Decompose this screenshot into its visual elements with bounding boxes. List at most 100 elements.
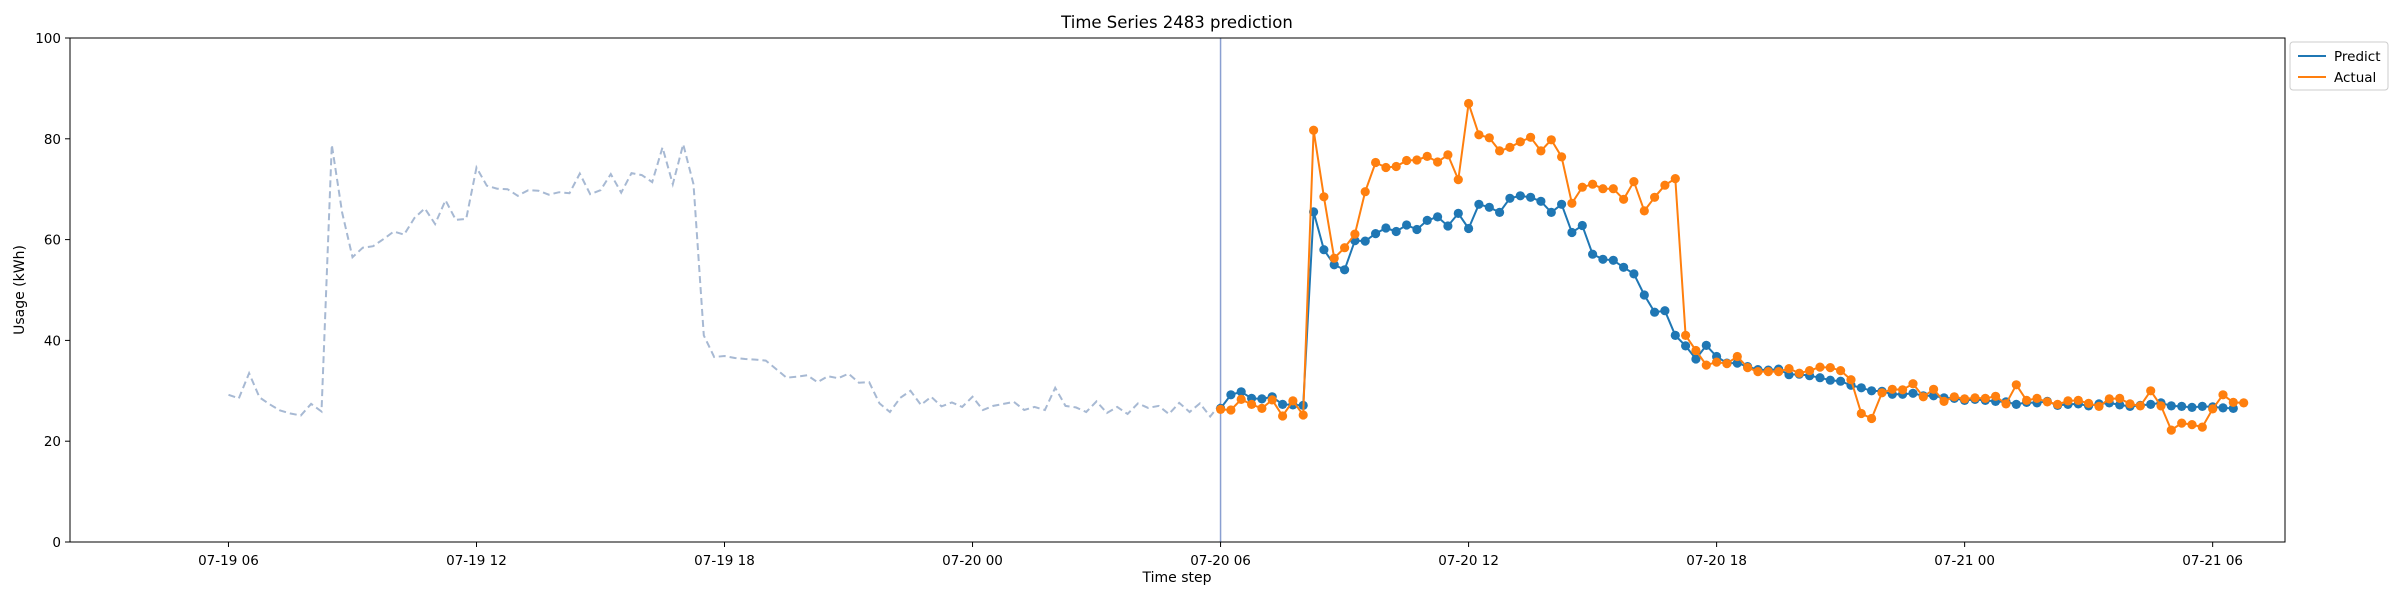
- data-point-predict: [1825, 375, 1835, 385]
- data-point-actual: [1267, 395, 1277, 405]
- data-point-actual: [2001, 399, 2011, 409]
- data-point-actual: [1639, 206, 1649, 216]
- data-point-predict: [2011, 399, 2021, 409]
- data-point-actual: [2146, 386, 2156, 396]
- x-tick-label: 07-20 18: [1686, 553, 1747, 569]
- data-point-actual: [1877, 388, 1887, 398]
- data-point-actual: [1588, 179, 1598, 189]
- data-point-actual: [1319, 192, 1329, 202]
- data-point-predict: [1546, 207, 1556, 217]
- y-tick-label: 60: [44, 233, 61, 249]
- series-actual: [1216, 98, 2249, 435]
- data-point-predict: [1505, 193, 1515, 203]
- data-point-predict: [1278, 399, 1288, 409]
- data-point-actual: [1980, 393, 1990, 403]
- data-point-actual: [1650, 192, 1660, 202]
- y-tick-label: 80: [44, 132, 61, 148]
- data-point-actual: [1794, 368, 1804, 378]
- data-point-actual: [1815, 362, 1825, 372]
- data-point-actual: [2208, 404, 2218, 414]
- data-point-predict: [1836, 376, 1846, 386]
- y-axis-label: Usage (kWh): [12, 245, 28, 335]
- data-point-predict: [1495, 207, 1505, 217]
- data-point-predict: [1629, 269, 1639, 279]
- data-point-predict: [1908, 388, 1918, 398]
- legend-label-actual: Actual: [2334, 70, 2376, 86]
- data-point-actual: [1577, 182, 1587, 192]
- data-point-predict: [2166, 401, 2176, 411]
- data-point-actual: [2197, 422, 2207, 432]
- data-point-actual: [2166, 425, 2176, 435]
- data-point-predict: [1639, 290, 1649, 300]
- data-point-actual: [1856, 408, 1866, 419]
- data-point-actual: [1422, 151, 1432, 161]
- x-tick-label: 07-20 12: [1438, 553, 1499, 569]
- series-line-actual: [1220, 103, 2244, 432]
- data-point-predict: [1577, 220, 1587, 231]
- data-point-actual: [1619, 194, 1629, 204]
- data-point-actual: [1278, 411, 1288, 421]
- y-tick-label: 0: [52, 535, 61, 551]
- data-point-actual: [1474, 130, 1484, 140]
- data-point-predict: [1515, 191, 1525, 201]
- data-point-actual: [2115, 393, 2125, 403]
- x-tick-label: 07-19 12: [446, 553, 507, 569]
- data-point-actual: [1412, 155, 1422, 165]
- y-axis: 0 20 40 60 80 100: [35, 31, 70, 551]
- data-point-predict: [2115, 400, 2125, 410]
- data-point-actual: [1670, 174, 1680, 184]
- data-point-predict: [1526, 192, 1536, 202]
- data-point-predict: [1484, 202, 1494, 212]
- data-point-predict: [1691, 354, 1701, 364]
- data-point-actual: [1257, 403, 1267, 413]
- data-point-actual: [1712, 357, 1722, 367]
- data-point-actual: [2094, 401, 2104, 411]
- data-point-actual: [1526, 132, 1536, 142]
- legend: Predict Actual: [2289, 41, 2389, 91]
- data-point-actual: [1836, 366, 1846, 376]
- data-point-actual: [1949, 392, 1959, 402]
- data-point-actual: [1567, 198, 1577, 208]
- data-point-actual: [2084, 398, 2094, 408]
- x-tick-label: 07-19 06: [198, 553, 259, 569]
- data-point-predict: [1536, 196, 1546, 206]
- y-tick-label: 40: [44, 333, 61, 349]
- data-point-predict: [1257, 394, 1267, 404]
- x-tick-label: 07-21 00: [1934, 553, 1995, 569]
- plot-area: [228, 38, 2249, 542]
- data-point-actual: [2228, 397, 2238, 407]
- x-tick-label: 07-20 06: [1190, 553, 1251, 569]
- x-axis: 07-19 06 07-19 12 07-19 18 07-20 00 07-20 06…: [198, 542, 2243, 569]
- data-point-predict: [1443, 221, 1453, 231]
- data-point-actual: [1743, 363, 1753, 373]
- data-point-predict: [1867, 386, 1877, 396]
- data-point-predict: [1412, 224, 1422, 235]
- data-point-predict: [1340, 265, 1350, 275]
- data-point-actual: [1929, 384, 1939, 394]
- data-point-predict: [1701, 340, 1711, 350]
- x-tick-label: 07-19 18: [694, 553, 755, 569]
- data-point-actual: [2053, 399, 2063, 409]
- data-point-actual: [2187, 420, 2197, 430]
- data-point-actual: [1371, 157, 1381, 168]
- data-point-actual: [1629, 177, 1639, 187]
- data-point-actual: [1846, 375, 1856, 385]
- data-point-actual: [1991, 391, 2001, 401]
- data-point-predict: [1732, 358, 1742, 368]
- data-point-predict: [1474, 199, 1484, 209]
- data-point-actual: [1691, 345, 1701, 356]
- data-point-actual: [2042, 397, 2052, 407]
- data-point-actual: [1753, 367, 1763, 377]
- series-line-predict: [1219, 194, 2234, 410]
- data-point-actual: [1546, 135, 1556, 145]
- data-point-predict: [1422, 215, 1432, 225]
- plot-frame: [69, 37, 2286, 543]
- data-point-actual: [1701, 360, 1711, 370]
- data-point-actual: [1970, 393, 1980, 403]
- data-point-actual: [1918, 392, 1928, 402]
- data-point-predict: [1236, 387, 1246, 397]
- data-point-actual: [1722, 359, 1732, 369]
- data-point-actual: [1402, 155, 1412, 166]
- data-point-predict: [1360, 236, 1370, 246]
